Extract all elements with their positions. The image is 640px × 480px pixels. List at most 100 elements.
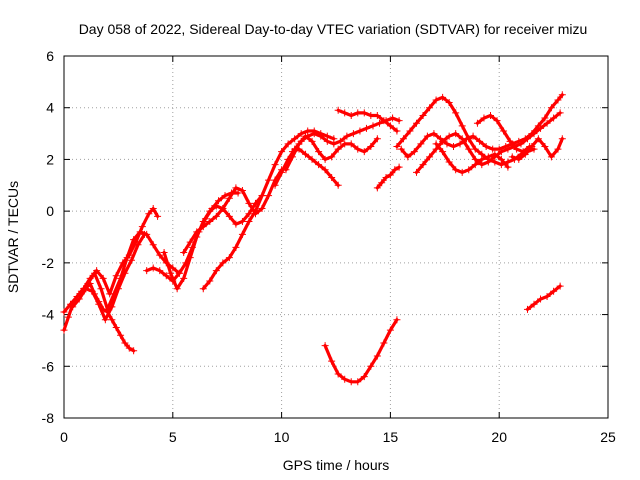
data-point xyxy=(245,210,253,218)
series-arc-07 xyxy=(180,166,286,257)
data-point xyxy=(138,223,146,231)
data-point xyxy=(515,155,523,163)
data-point xyxy=(543,119,551,127)
data-point xyxy=(389,114,397,122)
data-point xyxy=(528,143,536,150)
data-point xyxy=(491,150,499,158)
data-point xyxy=(117,274,125,282)
data-point xyxy=(180,249,188,257)
data-point xyxy=(397,145,405,153)
data-point xyxy=(302,132,310,140)
data-point xyxy=(543,292,551,300)
data-point xyxy=(497,155,505,163)
data-point xyxy=(395,163,403,171)
data-point xyxy=(232,184,240,192)
data-point xyxy=(426,153,434,161)
data-point xyxy=(271,181,279,189)
series-arc-12 xyxy=(334,106,401,135)
series-arc-13 xyxy=(321,316,401,386)
data-point xyxy=(238,230,246,238)
data-point xyxy=(471,161,479,169)
data-point xyxy=(265,176,273,184)
data-point xyxy=(362,124,370,132)
data-point xyxy=(297,130,305,138)
data-point xyxy=(154,212,162,220)
data-point xyxy=(426,104,434,112)
series-arc-04 xyxy=(77,228,183,313)
data-point xyxy=(143,267,151,275)
data-point xyxy=(212,202,220,210)
series-line xyxy=(525,284,562,311)
data-point xyxy=(143,230,151,238)
data-point xyxy=(295,145,303,153)
data-point xyxy=(69,303,77,311)
data-point xyxy=(302,150,310,158)
data-point xyxy=(60,308,68,316)
data-point xyxy=(380,339,388,347)
data-point xyxy=(373,184,381,192)
data-point xyxy=(465,166,473,174)
data-point xyxy=(452,166,460,174)
y-tick-label: -4 xyxy=(42,307,55,323)
series-arc-10 xyxy=(282,132,381,174)
x-tick-label: 25 xyxy=(600,429,616,445)
series-line xyxy=(62,281,136,353)
data-point xyxy=(341,109,349,117)
data-point xyxy=(321,166,329,174)
data-point xyxy=(225,254,233,262)
data-point xyxy=(84,280,92,288)
data-point xyxy=(156,251,164,259)
data-point xyxy=(419,161,427,169)
data-point xyxy=(445,132,453,140)
data-point xyxy=(149,205,157,213)
data-point xyxy=(175,269,183,277)
data-point xyxy=(317,132,325,140)
data-point xyxy=(484,153,492,161)
data-point xyxy=(291,135,299,143)
data-point xyxy=(469,132,477,140)
data-point xyxy=(382,174,390,182)
data-point xyxy=(439,93,447,101)
data-point xyxy=(537,124,545,132)
y-tick-label: -2 xyxy=(42,255,55,271)
data-point xyxy=(530,130,538,138)
data-point xyxy=(199,223,207,231)
data-point xyxy=(547,104,555,112)
data-point xyxy=(423,132,431,140)
data-point xyxy=(125,344,133,352)
data-point xyxy=(465,145,473,153)
data-point xyxy=(232,220,240,228)
data-point xyxy=(500,127,508,135)
data-point xyxy=(186,238,194,246)
data-point xyxy=(60,326,68,334)
data-point xyxy=(323,137,331,145)
data-point xyxy=(513,145,521,153)
data-point xyxy=(315,161,323,169)
data-point xyxy=(282,166,290,174)
data-point xyxy=(376,119,384,127)
data-point xyxy=(271,161,279,169)
data-point xyxy=(473,119,481,127)
data-point xyxy=(504,145,512,153)
series-line xyxy=(284,134,379,172)
data-point xyxy=(315,148,323,156)
data-point xyxy=(482,143,490,150)
data-point xyxy=(404,153,412,161)
data-series xyxy=(60,91,566,386)
data-point xyxy=(225,194,233,202)
data-point xyxy=(354,378,362,386)
data-point xyxy=(245,217,253,225)
data-point xyxy=(95,300,103,308)
data-point xyxy=(265,192,273,200)
data-point xyxy=(556,282,564,290)
data-point xyxy=(134,241,142,249)
data-point xyxy=(417,140,425,148)
series-line xyxy=(162,194,264,291)
data-point xyxy=(225,212,233,220)
series-line xyxy=(182,168,284,255)
x-tick-label: 10 xyxy=(274,429,290,445)
data-point xyxy=(108,316,116,324)
data-point xyxy=(386,171,394,179)
data-point xyxy=(130,236,138,244)
data-point xyxy=(160,249,168,257)
